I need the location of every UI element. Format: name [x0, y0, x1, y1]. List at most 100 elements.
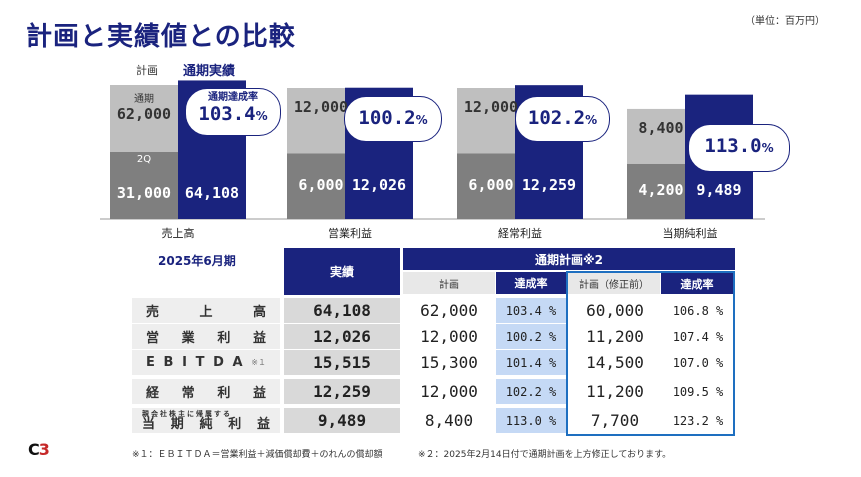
cell-plan-before-1: 11,200 [570, 324, 660, 349]
header-plan-group: 通期計画※2 [403, 248, 735, 270]
rate-bubble-0: 通期達成率 103.4% [185, 88, 281, 136]
bar-plan-full-0 [110, 85, 178, 152]
cell-rate2-4: 123.2 % [663, 408, 733, 433]
row-label-char: 業 [181, 331, 195, 346]
cell-rate2-3: 109.5 % [663, 379, 733, 404]
category-label-1: 営業利益 [328, 227, 372, 240]
cell-plan-before-2: 14,500 [570, 350, 660, 375]
bar-plan-h1-label-0: 31,000 [116, 183, 172, 202]
cell-actual-1: 12,026 [284, 324, 400, 349]
cell-plan-1: 12,000 [403, 324, 495, 349]
cell-rate-4: 113.0 % [496, 408, 566, 433]
row-label-4: 親会社株主に帰属する当期純利益 [132, 408, 280, 433]
row-label-char: 利 [228, 416, 242, 432]
row-label-3: 経常利益 [132, 379, 280, 404]
page-title: 計画と実績値との比較 [26, 22, 296, 52]
bar-plan-h1-1 [287, 153, 355, 219]
bar-plan-h1-label-1: 6,000 [298, 176, 344, 195]
rate-bubble-value: 113.0 [704, 135, 762, 157]
row-label-char: 益 [256, 416, 270, 432]
bar-actual-label-0: 64,108 [184, 183, 240, 202]
bar-actual-label-3: 9,489 [696, 181, 742, 200]
rate-bubble-percent: % [761, 141, 774, 155]
category-label-2: 経常利益 [498, 227, 542, 240]
bar-actual-label-2: 12,259 [521, 176, 577, 195]
legend-plan: 計画 [136, 64, 158, 77]
header-plan-before: 計画（修正前） [568, 273, 660, 294]
row-label-top: 親会社株主に帰属する [142, 409, 232, 418]
cell-actual-2: 15,515 [284, 350, 400, 375]
row-label-char: E [146, 355, 155, 370]
row-label-char: 純 [199, 416, 213, 432]
bar-plan-h1-2 [457, 153, 525, 219]
cell-plan-0: 62,000 [403, 298, 495, 323]
revised-plan-highlight [566, 271, 735, 436]
bar-plan-h1-label-3: 4,200 [638, 181, 684, 200]
header-actual: 実績 [284, 248, 400, 295]
row-label-char: ※１ [251, 358, 266, 367]
bar-plan-full-3 [627, 108, 695, 164]
row-label-0: 売上高 [132, 298, 280, 323]
cell-actual-3: 12,259 [284, 379, 400, 404]
logo-letter: C [28, 440, 40, 459]
row-label-char: 営 [146, 331, 160, 346]
bar-plan-full-label-1: 12,000 [293, 98, 349, 116]
rate-bubble-value: 103.4 [198, 103, 256, 125]
rate-bubble-1: 100.2% [344, 96, 442, 142]
row-label-2: E B I T D A ※１ [132, 350, 280, 375]
cell-plan-2: 15,300 [403, 350, 495, 375]
bar-plan-full-2 [457, 88, 525, 154]
cell-plan-3: 12,000 [403, 379, 495, 404]
cell-rate2-0: 106.8 % [663, 298, 733, 323]
cell-rate-2: 101.4 % [496, 350, 566, 375]
cell-rate2-2: 107.0 % [663, 350, 733, 375]
header-rate2: 達成率 [661, 273, 733, 294]
cell-rate-0: 103.4 % [496, 298, 566, 323]
cell-plan-before-0: 60,000 [570, 298, 660, 323]
rate-bubble-value: 100.2 [358, 107, 416, 129]
row-label-char: 期 [170, 416, 184, 432]
cell-plan-before-3: 11,200 [570, 379, 660, 404]
legend-actual: 通期実績 [183, 64, 236, 79]
row-label-char: T [195, 355, 205, 370]
footnote-1: ※１：ＥＢＩＴＤＡ＝営業利益＋減価償却費＋のれんの償却額 [132, 450, 383, 460]
row-label-char: 益 [252, 331, 266, 346]
cell-plan-before-4: 7,700 [570, 408, 660, 433]
row-label-char: 利 [217, 386, 231, 401]
row-label-char: 当 [142, 416, 156, 432]
bar-plan-full-1 [287, 88, 355, 154]
cell-plan-4: 8,400 [403, 408, 495, 433]
bar-plan-full-label-3: 8,400 [638, 118, 684, 137]
row-label-char: D [213, 355, 224, 370]
row-label-char: 益 [252, 386, 266, 401]
bar-plan-h1-label-2: 6,000 [468, 176, 514, 195]
tag-h1: 2Q [136, 154, 152, 165]
cell-rate-3: 102.2 % [496, 379, 566, 404]
row-label-char: 常 [181, 386, 195, 401]
category-label-0: 売上高 [161, 227, 195, 240]
rate-bubble-value: 102.2 [527, 107, 586, 129]
row-label-char: 経 [146, 386, 160, 401]
bar-plan-h1-3 [627, 163, 695, 219]
logo-accent: 3 [38, 440, 50, 459]
category-label-3: 当期純利益 [662, 227, 718, 240]
rate-bubble-percent: % [255, 109, 268, 123]
header-rate: 達成率 [496, 272, 566, 294]
row-label-char: 利 [217, 331, 231, 346]
tag-full: 通期 [134, 94, 154, 105]
rate-bubble-3: 113.0% [688, 124, 790, 172]
cell-rate-1: 100.2 % [496, 324, 566, 349]
rate-bubble-percent: % [585, 113, 598, 127]
table-period: 2025年6月期 [158, 254, 236, 268]
footnote-2: ※２：2025年2月14日付で通期計画を上方修正しております。 [418, 450, 672, 460]
bar-plan-full-label-2: 12,000 [463, 98, 519, 116]
header-plan: 計画 [403, 272, 495, 294]
rate-bubble-2: 102.2% [515, 96, 610, 142]
bar-actual-label-1: 12,026 [351, 176, 407, 195]
row-label-char: B [163, 355, 174, 370]
bar-plan-h1-0 [110, 152, 178, 219]
row-label-char: 売 [146, 305, 160, 320]
cell-actual-0: 64,108 [284, 298, 400, 323]
rate-bubble-percent: % [415, 113, 428, 127]
row-label-char: 高 [252, 305, 266, 320]
